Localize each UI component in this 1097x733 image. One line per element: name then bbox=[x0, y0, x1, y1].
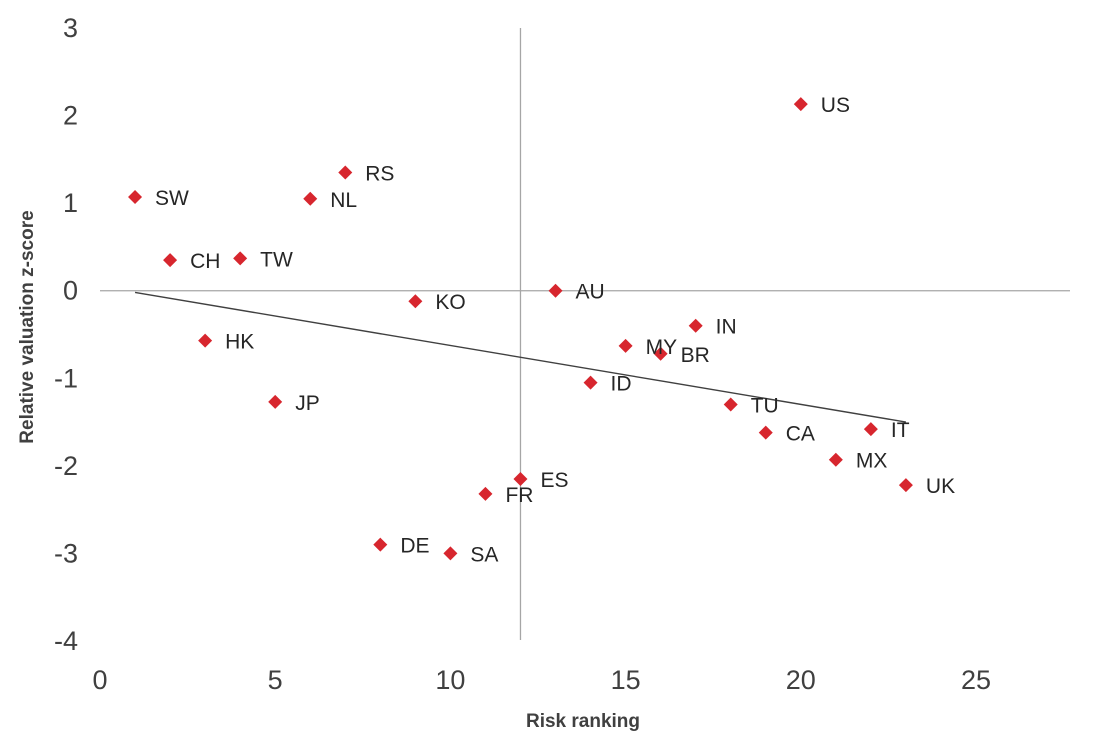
x-axis-title: Risk ranking bbox=[526, 711, 640, 732]
data-point bbox=[793, 97, 808, 112]
point-label: TU bbox=[751, 395, 779, 418]
x-tick-label: 20 bbox=[786, 665, 816, 695]
data-point bbox=[408, 294, 423, 309]
point-label: CH bbox=[190, 250, 220, 273]
y-tick-label: -3 bbox=[54, 538, 78, 568]
point-label: KO bbox=[435, 291, 465, 314]
point-label: IT bbox=[891, 419, 910, 442]
point-label: AU bbox=[576, 281, 605, 304]
y-axis-title: Relative valuation z-score bbox=[17, 210, 38, 443]
x-tick-label: 10 bbox=[435, 665, 465, 695]
point-label: IN bbox=[716, 316, 737, 339]
data-point bbox=[303, 191, 318, 206]
y-tick-label: 3 bbox=[63, 13, 78, 43]
data-point bbox=[583, 375, 598, 390]
data-point bbox=[548, 283, 563, 298]
x-tick-label: 5 bbox=[268, 665, 283, 695]
data-points bbox=[128, 97, 913, 561]
point-label: SW bbox=[155, 187, 189, 210]
data-point bbox=[233, 251, 248, 266]
point-label: MX bbox=[856, 450, 888, 473]
x-tick-label: 25 bbox=[961, 665, 991, 695]
y-tick-label: 2 bbox=[63, 101, 78, 131]
data-point bbox=[163, 253, 178, 268]
y-tick-label: -1 bbox=[54, 363, 78, 393]
data-point bbox=[443, 546, 458, 561]
data-point bbox=[128, 190, 143, 205]
data-point bbox=[373, 537, 388, 552]
point-label: SA bbox=[470, 543, 498, 566]
y-axis-ticks: 3 2 1 0 -1 -2 -3 -4 bbox=[54, 13, 78, 656]
y-tick-label: -4 bbox=[54, 626, 78, 656]
data-point bbox=[653, 346, 668, 361]
x-axis-ticks: 0 5 10 15 20 25 bbox=[92, 665, 991, 695]
point-label: JP bbox=[295, 392, 320, 415]
x-tick-label: 15 bbox=[611, 665, 641, 695]
data-point bbox=[478, 486, 493, 501]
data-point bbox=[338, 165, 353, 180]
point-label: BR bbox=[681, 344, 710, 367]
point-label: ES bbox=[540, 469, 568, 492]
data-point bbox=[723, 397, 738, 412]
point-label: MY bbox=[646, 336, 678, 359]
point-label: ID bbox=[611, 373, 632, 396]
data-point bbox=[688, 318, 703, 333]
point-label: RS bbox=[365, 162, 394, 185]
data-point bbox=[863, 422, 878, 437]
data-point bbox=[898, 478, 913, 493]
point-label: FR bbox=[505, 484, 533, 507]
point-label: US bbox=[821, 94, 850, 117]
data-point bbox=[513, 471, 528, 486]
point-label: UK bbox=[926, 475, 955, 498]
point-label: TW bbox=[260, 248, 293, 271]
y-tick-label: -2 bbox=[54, 451, 78, 481]
reference-lines bbox=[100, 28, 1070, 640]
data-point bbox=[828, 452, 843, 467]
data-point bbox=[758, 425, 773, 440]
trendline bbox=[134, 291, 907, 423]
point-labels: SW CH HK TW JP NL RS DE KO SA FR ES AU ID MY BR IN TU CA US… bbox=[155, 94, 955, 566]
y-tick-label: 1 bbox=[63, 188, 78, 218]
point-label: NL bbox=[330, 189, 357, 212]
data-point bbox=[618, 338, 633, 353]
x-tick-label: 0 bbox=[92, 665, 107, 695]
data-point bbox=[198, 333, 213, 348]
data-point bbox=[268, 394, 283, 409]
trendline-group bbox=[134, 291, 907, 423]
y-tick-label: 0 bbox=[63, 276, 78, 306]
point-label: DE bbox=[400, 535, 429, 558]
point-label: CA bbox=[786, 423, 815, 446]
point-label: HK bbox=[225, 331, 254, 354]
